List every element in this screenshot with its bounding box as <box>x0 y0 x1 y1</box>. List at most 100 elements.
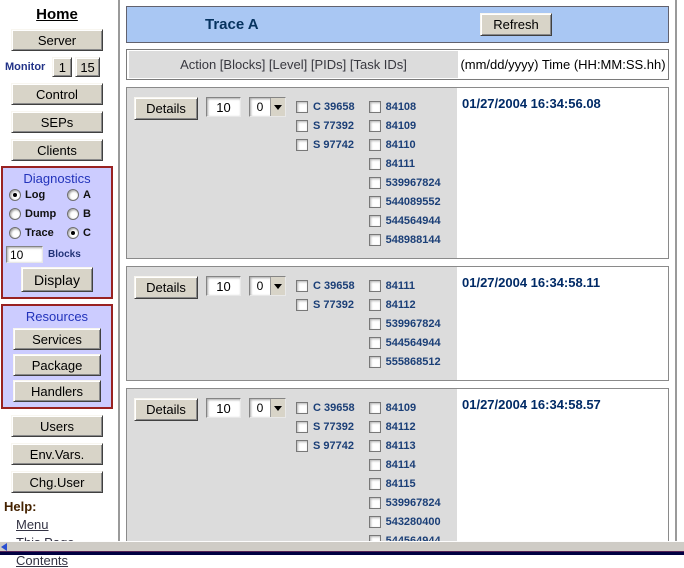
diagnostics-radio-option[interactable]: A <box>67 189 105 201</box>
dropdown-button[interactable] <box>270 399 285 417</box>
diagnostics-radio-option[interactable]: Dump <box>9 208 67 220</box>
task-checkbox[interactable] <box>368 317 381 330</box>
help-link[interactable]: Contents <box>16 553 69 568</box>
diagnostics-radio-option[interactable]: C <box>67 227 105 239</box>
task-checkbox[interactable] <box>368 439 381 452</box>
task-checkbox[interactable] <box>368 336 381 349</box>
level-dropdown[interactable]: 0 <box>249 398 286 418</box>
radio-label: C <box>83 227 91 239</box>
task-checkbox[interactable] <box>368 195 381 208</box>
blocks-input[interactable] <box>6 246 43 263</box>
sidebar-bottom-button[interactable]: Env.Vars. <box>11 443 103 465</box>
dropdown-arrow-icon <box>274 283 282 289</box>
task-checkbox-row: 544564944 <box>368 531 457 541</box>
task-checkbox[interactable] <box>368 176 381 189</box>
task-checkbox[interactable] <box>368 157 381 170</box>
details-button[interactable]: Details <box>134 276 198 299</box>
sidebar-bottom-button[interactable]: Chg.User <box>11 471 103 493</box>
sidebar-bottom-button[interactable]: Users <box>11 415 103 437</box>
task-checkbox[interactable] <box>368 420 381 433</box>
radio-icon[interactable] <box>9 189 21 201</box>
task-checkbox[interactable] <box>368 355 381 368</box>
radio-icon[interactable] <box>9 227 21 239</box>
task-checkbox-row: 84113 <box>368 436 457 455</box>
task-checkbox-row: 84115 <box>368 474 457 493</box>
task-checkbox[interactable] <box>368 100 381 113</box>
task-id-label: 539967824 <box>385 496 441 509</box>
resources-button[interactable]: Services <box>13 328 101 350</box>
sidebar-nav-button[interactable]: Control <box>11 83 103 105</box>
dropdown-button[interactable] <box>270 277 285 295</box>
radio-icon[interactable] <box>67 189 79 201</box>
home-link[interactable]: Home <box>36 6 78 23</box>
server-button[interactable]: Server <box>11 29 103 51</box>
pid-checkbox[interactable] <box>296 279 308 292</box>
diagnostics-radio-option[interactable]: Trace <box>9 227 67 239</box>
record-controls: Details 0 C 39658 S 77392 84111 84112 53996… <box>127 267 457 380</box>
resources-button[interactable]: Package <box>13 354 101 376</box>
sidebar-nav-button[interactable]: Clients <box>11 139 103 161</box>
level-dropdown[interactable]: 0 <box>249 276 286 296</box>
columns-header: Action [Blocks] [Level] [PIDs] [Task IDs… <box>129 51 458 78</box>
resources-button[interactable]: Handlers <box>13 380 101 402</box>
dropdown-button[interactable] <box>270 98 285 116</box>
task-checkbox-row: 544564944 <box>368 211 457 230</box>
radio-label: Dump <box>25 208 57 220</box>
record-timestamp: 01/27/2004 16:34:56.08 <box>462 96 601 111</box>
task-checkbox-row: 555868512 <box>368 352 457 371</box>
task-checkbox[interactable] <box>368 279 381 292</box>
horizontal-scrollbar[interactable] <box>0 541 684 551</box>
sidebar-nav: Control SEPs Clients <box>0 83 114 161</box>
task-id-label: 544089552 <box>385 195 441 208</box>
pid-checkbox[interactable] <box>296 298 308 311</box>
task-checkbox[interactable] <box>368 298 381 311</box>
monitor-count-button[interactable]: 1 <box>52 57 73 77</box>
details-button[interactable]: Details <box>134 398 198 421</box>
refresh-button[interactable]: Refresh <box>480 13 552 36</box>
record-blocks-input[interactable] <box>206 276 241 296</box>
radio-icon[interactable] <box>67 208 79 220</box>
page-title: Trace A <box>205 16 259 33</box>
radio-icon[interactable] <box>9 208 21 220</box>
task-checkbox-row: 84112 <box>368 417 457 436</box>
task-id-label: 539967824 <box>385 317 441 330</box>
task-checkbox[interactable] <box>368 138 381 151</box>
task-checkbox[interactable] <box>368 119 381 132</box>
monitor-count-button[interactable]: 15 <box>75 57 100 77</box>
task-checkbox[interactable] <box>368 534 381 541</box>
level-dropdown[interactable]: 0 <box>249 97 286 117</box>
task-checkbox[interactable] <box>368 233 381 246</box>
task-checkbox[interactable] <box>368 214 381 227</box>
help-title: Help: <box>4 499 37 514</box>
task-checkbox[interactable] <box>368 477 381 490</box>
scroll-arrow-icon <box>1 543 7 551</box>
task-checkbox[interactable] <box>368 496 381 509</box>
monitor-label: Monitor <box>5 61 46 73</box>
display-button[interactable]: Display <box>21 267 93 292</box>
pid-checkbox[interactable] <box>296 119 308 132</box>
pid-checkbox[interactable] <box>296 138 308 151</box>
diagnostics-radio-option[interactable]: B <box>67 208 105 220</box>
record-timestamp: 01/27/2004 16:34:58.57 <box>462 397 601 412</box>
pid-checkbox-row: S 77392 <box>296 116 357 135</box>
diagnostics-radio-option[interactable]: Log <box>9 189 67 201</box>
task-checkbox[interactable] <box>368 515 381 528</box>
pid-checkbox[interactable] <box>296 420 308 433</box>
record-blocks-input[interactable] <box>206 398 241 418</box>
pid-checkbox[interactable] <box>296 100 308 113</box>
pid-checkbox[interactable] <box>296 401 308 414</box>
task-checkbox-row: 84109 <box>368 116 457 135</box>
sidebar-nav-button[interactable]: SEPs <box>11 111 103 133</box>
radio-icon[interactable] <box>67 227 79 239</box>
pid-checkbox[interactable] <box>296 439 308 452</box>
task-checkbox[interactable] <box>368 401 381 414</box>
help-link[interactable]: Menu <box>16 517 49 532</box>
task-checkbox-row: 84109 <box>368 398 457 417</box>
task-checkbox[interactable] <box>368 458 381 471</box>
task-checkbox-row: 84110 <box>368 135 457 154</box>
details-button[interactable]: Details <box>134 97 198 120</box>
task-checkbox-row: 84114 <box>368 455 457 474</box>
record-blocks-input[interactable] <box>206 97 241 117</box>
